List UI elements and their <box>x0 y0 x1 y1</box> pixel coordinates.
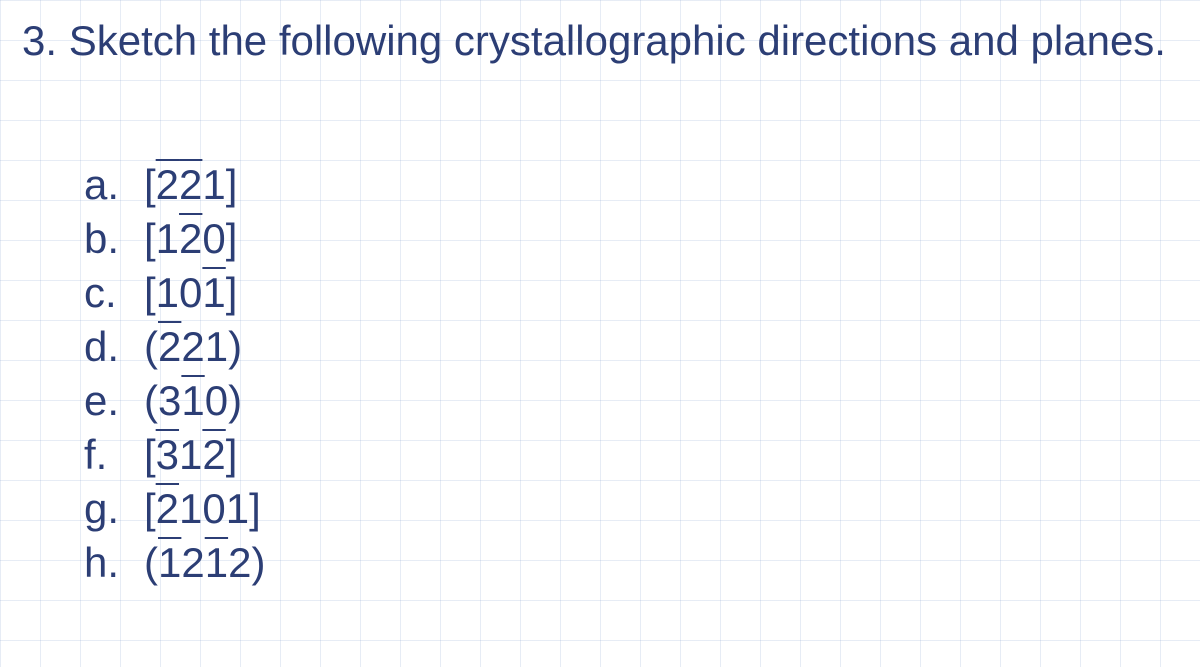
question-prompt: 3. Sketch the following crystallographic… <box>22 14 1200 68</box>
digit: 2 <box>179 215 202 262</box>
bracket-open: ( <box>144 377 158 424</box>
digit: 0 <box>202 485 225 532</box>
bracket-open: [ <box>144 215 156 262</box>
item-letter: e. <box>84 374 144 428</box>
digit: 2 <box>202 431 225 478</box>
list-item: h. (1212) <box>84 536 1200 590</box>
bracket-open: [ <box>144 485 156 532</box>
bracket-open: [ <box>144 269 156 316</box>
digit: 2 <box>158 323 181 370</box>
digit: 0 <box>205 377 228 424</box>
question-number: 3. <box>22 17 57 64</box>
digit: 3 <box>158 377 181 424</box>
digit: 0 <box>179 269 202 316</box>
list-item: e. (310) <box>84 374 1200 428</box>
digit: 2 <box>156 485 179 532</box>
list-item: f. [312] <box>84 428 1200 482</box>
digit: 1 <box>179 485 202 532</box>
list-item: d. (221) <box>84 320 1200 374</box>
question-text: Sketch the following crystallographic di… <box>69 17 1166 64</box>
miller-index: [221] <box>144 158 237 212</box>
digit: 1 <box>202 161 225 208</box>
digit: 1 <box>156 269 179 316</box>
bracket-open: ( <box>144 539 158 586</box>
bracket-close: ) <box>228 323 242 370</box>
list-item: g. [2101] <box>84 482 1200 536</box>
miller-index: [2101] <box>144 482 261 536</box>
bracket-close: ] <box>249 485 261 532</box>
miller-index: [120] <box>144 212 237 266</box>
digit: 0 <box>202 215 225 262</box>
miller-index: [101] <box>144 266 237 320</box>
item-letter: f. <box>84 428 144 482</box>
miller-index: (310) <box>144 374 242 428</box>
miller-index: [312] <box>144 428 237 482</box>
item-letter: d. <box>84 320 144 374</box>
bracket-open: [ <box>144 431 156 478</box>
bracket-close: ] <box>226 215 238 262</box>
bracket-close: ] <box>226 269 238 316</box>
list-item: c. [101] <box>84 266 1200 320</box>
digit: 1 <box>205 323 228 370</box>
bracket-open: [ <box>144 161 156 208</box>
item-letter: h. <box>84 536 144 590</box>
miller-index: (221) <box>144 320 242 374</box>
digit: 2 <box>179 161 202 208</box>
digit: 1 <box>226 485 249 532</box>
item-list: a. [221] b. [120] c. [101] d. (221) <box>84 158 1200 590</box>
item-letter: c. <box>84 266 144 320</box>
list-item: b. [120] <box>84 212 1200 266</box>
digit: 3 <box>156 431 179 478</box>
miller-index: (1212) <box>144 536 265 590</box>
digit: 2 <box>181 539 204 586</box>
bracket-close: ) <box>251 539 265 586</box>
digit: 2 <box>156 161 179 208</box>
bracket-close: ] <box>226 161 238 208</box>
digit: 1 <box>156 215 179 262</box>
bracket-close: ) <box>228 377 242 424</box>
digit: 2 <box>181 323 204 370</box>
digit: 2 <box>228 539 251 586</box>
digit: 1 <box>179 431 202 478</box>
bracket-open: ( <box>144 323 158 370</box>
list-item: a. [221] <box>84 158 1200 212</box>
digit: 1 <box>202 269 225 316</box>
digit: 1 <box>181 377 204 424</box>
item-letter: b. <box>84 212 144 266</box>
digit: 1 <box>158 539 181 586</box>
item-letter: a. <box>84 158 144 212</box>
bracket-close: ] <box>226 431 238 478</box>
item-letter: g. <box>84 482 144 536</box>
digit: 1 <box>205 539 228 586</box>
